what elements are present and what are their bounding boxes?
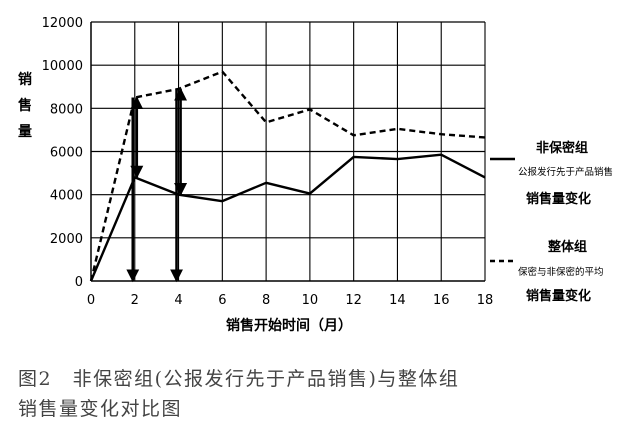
x-tick-label: 4 xyxy=(174,293,182,308)
figure-caption-line-1: 图2 非保密组(公报发行先于产品销售)与整体组 xyxy=(18,368,460,390)
y-axis-title-char: 量 xyxy=(18,124,32,140)
x-axis-title: 销售开始时间（月） xyxy=(226,317,352,334)
axes xyxy=(90,22,485,282)
legend-series-2-suffix: 销售量变化 xyxy=(526,288,591,304)
x-tick-label: 12 xyxy=(345,293,362,308)
legend-series-1-name: 非保密组 xyxy=(536,140,588,156)
legend: 非保密组 公报发行先于产品销售 销售量变化 整体组 保密与非保密的平均 销售量变… xyxy=(490,140,613,304)
x-tick-label: 2 xyxy=(131,293,139,308)
x-tick-label: 8 xyxy=(262,293,270,308)
y-tick-label: 10000 xyxy=(42,59,83,74)
y-axis-title: 销售量 xyxy=(17,71,32,140)
x-tick-label: 14 xyxy=(389,293,406,308)
y-tick-label: 4000 xyxy=(50,189,83,204)
y-tick-label: 2000 xyxy=(50,232,83,247)
y-tick-label: 0 xyxy=(75,275,83,290)
line-chart: 0 2000 4000 6000 8000 10000 12000 0 2 4 6 8 10 12 14 16… xyxy=(17,16,613,334)
x-tick-label: 16 xyxy=(433,293,450,308)
series-line-overall xyxy=(89,70,486,282)
y-tick-label: 6000 xyxy=(50,146,83,161)
y-axis-title-char: 销 xyxy=(18,71,32,88)
x-tick-label: 18 xyxy=(477,293,494,308)
grid xyxy=(91,21,486,281)
series-line-non-secret xyxy=(89,153,486,282)
legend-series-1-subname: 公报发行先于产品销售 xyxy=(518,166,613,178)
series xyxy=(89,70,486,282)
tick-labels: 0 2000 4000 6000 8000 10000 12000 0 2 4 6 8 10 12 14 16… xyxy=(42,16,494,308)
annotations xyxy=(126,87,188,283)
x-tick-label: 0 xyxy=(87,293,95,308)
x-tick-label: 6 xyxy=(218,293,226,308)
legend-series-2-subname: 保密与非保密的平均 xyxy=(518,266,604,278)
y-tick-label: 8000 xyxy=(50,102,83,117)
x-tick-label: 10 xyxy=(302,293,319,308)
y-axis-title-char: 售 xyxy=(17,97,32,114)
figure-caption-line-2: 销售量变化对比图 xyxy=(18,398,183,420)
legend-series-2-name: 整体组 xyxy=(547,239,587,255)
legend-series-1-suffix: 销售量变化 xyxy=(526,191,591,207)
y-tick-label: 12000 xyxy=(42,16,83,31)
